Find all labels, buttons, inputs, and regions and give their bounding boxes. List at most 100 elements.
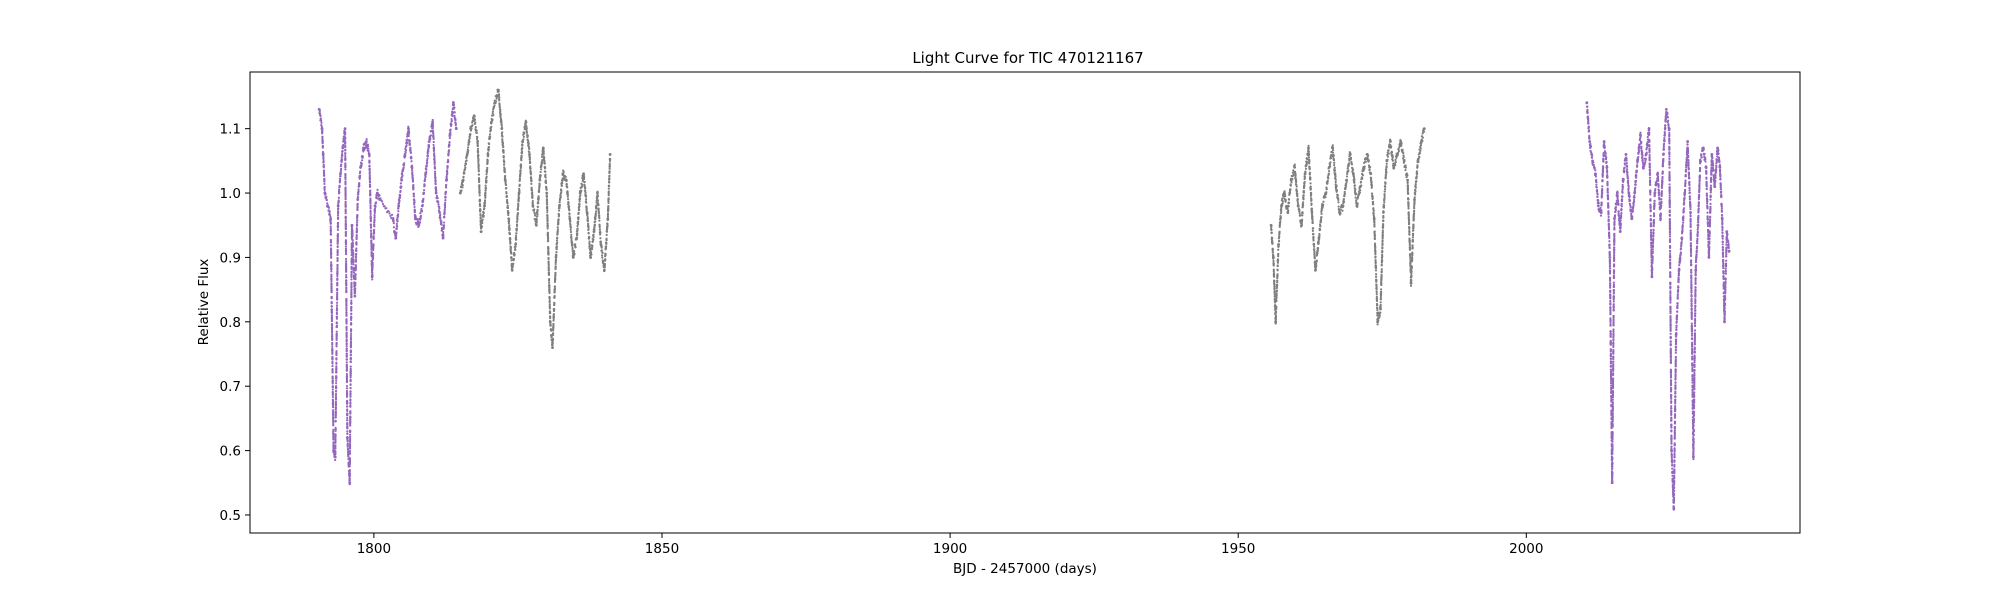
data-point: [1339, 212, 1342, 215]
data-point: [321, 140, 324, 143]
data-point: [344, 128, 347, 131]
data-point: [564, 175, 567, 178]
data-point: [445, 178, 448, 181]
data-point: [580, 189, 583, 192]
data-point: [1392, 167, 1396, 170]
data-point: [561, 182, 564, 185]
data-point: [500, 126, 504, 129]
data-point: [1608, 256, 1612, 259]
data-point: [1313, 250, 1316, 253]
data-point: [1317, 242, 1320, 245]
data-point: [348, 451, 352, 454]
data-point: [336, 297, 339, 300]
data-point: [350, 225, 354, 228]
data-point: [549, 319, 552, 323]
data-point: [345, 312, 348, 315]
data-point: [349, 328, 353, 331]
data-point: [508, 233, 512, 236]
data-point: [345, 377, 349, 380]
data-point: [370, 247, 373, 250]
data-point: [400, 172, 404, 175]
data-point: [331, 345, 334, 348]
data-point: [368, 177, 371, 180]
data-point: [517, 205, 520, 208]
data-point: [1379, 306, 1382, 309]
data-point: [450, 123, 453, 126]
data-point: [349, 422, 352, 425]
data-point: [345, 368, 348, 372]
data-point: [608, 181, 611, 184]
data-point: [344, 196, 347, 200]
data-point: [355, 228, 359, 232]
data-point: [599, 241, 602, 244]
data-point: [330, 275, 333, 278]
data-point: [434, 180, 437, 183]
data-point: [1288, 201, 1291, 204]
data-point: [348, 482, 351, 486]
data-point: [1599, 214, 1603, 217]
data-point: [357, 190, 360, 193]
data-point: [411, 180, 415, 183]
data-point: [433, 170, 437, 173]
data-point: [337, 200, 340, 204]
data-point: [1279, 212, 1283, 215]
data-point: [334, 420, 337, 423]
data-point: [498, 96, 501, 99]
data-point: [1322, 203, 1325, 206]
data-point: [368, 174, 371, 177]
data-point: [344, 148, 347, 152]
data-point: [1296, 198, 1299, 201]
data-point: [1373, 230, 1376, 233]
data-point: [332, 435, 335, 438]
data-point: [335, 371, 338, 374]
data-point: [1381, 254, 1384, 258]
data-point: [573, 250, 576, 253]
data-point: [1404, 168, 1407, 172]
data-point: [587, 227, 590, 231]
data-point: [546, 237, 550, 241]
data-point: [444, 190, 448, 193]
data-point: [515, 238, 518, 241]
data-point: [349, 437, 352, 440]
data-point: [509, 238, 512, 241]
data-point: [443, 206, 447, 209]
data-point: [411, 171, 414, 174]
data-point: [330, 319, 334, 322]
data-point: [1391, 155, 1394, 158]
data-point: [350, 267, 353, 270]
data-point: [350, 262, 353, 266]
data-point: [1408, 227, 1411, 230]
data-point: [328, 213, 332, 216]
data-point: [515, 234, 518, 237]
data-point: [587, 232, 590, 235]
data-point: [395, 227, 398, 230]
data-point: [475, 131, 478, 134]
data-point: [320, 119, 323, 122]
data-point: [478, 179, 481, 182]
data-point: [554, 273, 557, 277]
data-point: [346, 423, 349, 426]
data-point: [578, 203, 581, 206]
data-point: [1289, 184, 1292, 187]
data-point: [1401, 148, 1404, 151]
data-point: [568, 212, 571, 216]
data-point: [335, 316, 339, 319]
data-point: [1349, 153, 1352, 156]
data-point: [577, 220, 580, 223]
data-point: [547, 273, 551, 277]
data-point: [358, 177, 361, 180]
data-point: [539, 174, 542, 177]
data-point: [374, 205, 377, 209]
data-point: [569, 220, 572, 223]
data-point: [529, 167, 532, 170]
data-point: [1400, 141, 1403, 145]
data-point: [371, 278, 374, 281]
data-point: [422, 188, 426, 192]
data-point: [569, 223, 572, 227]
data-point: [373, 211, 376, 215]
data-point: [1327, 177, 1330, 180]
data-point: [477, 167, 480, 170]
data-point: [598, 216, 601, 220]
data-point: [373, 223, 376, 226]
